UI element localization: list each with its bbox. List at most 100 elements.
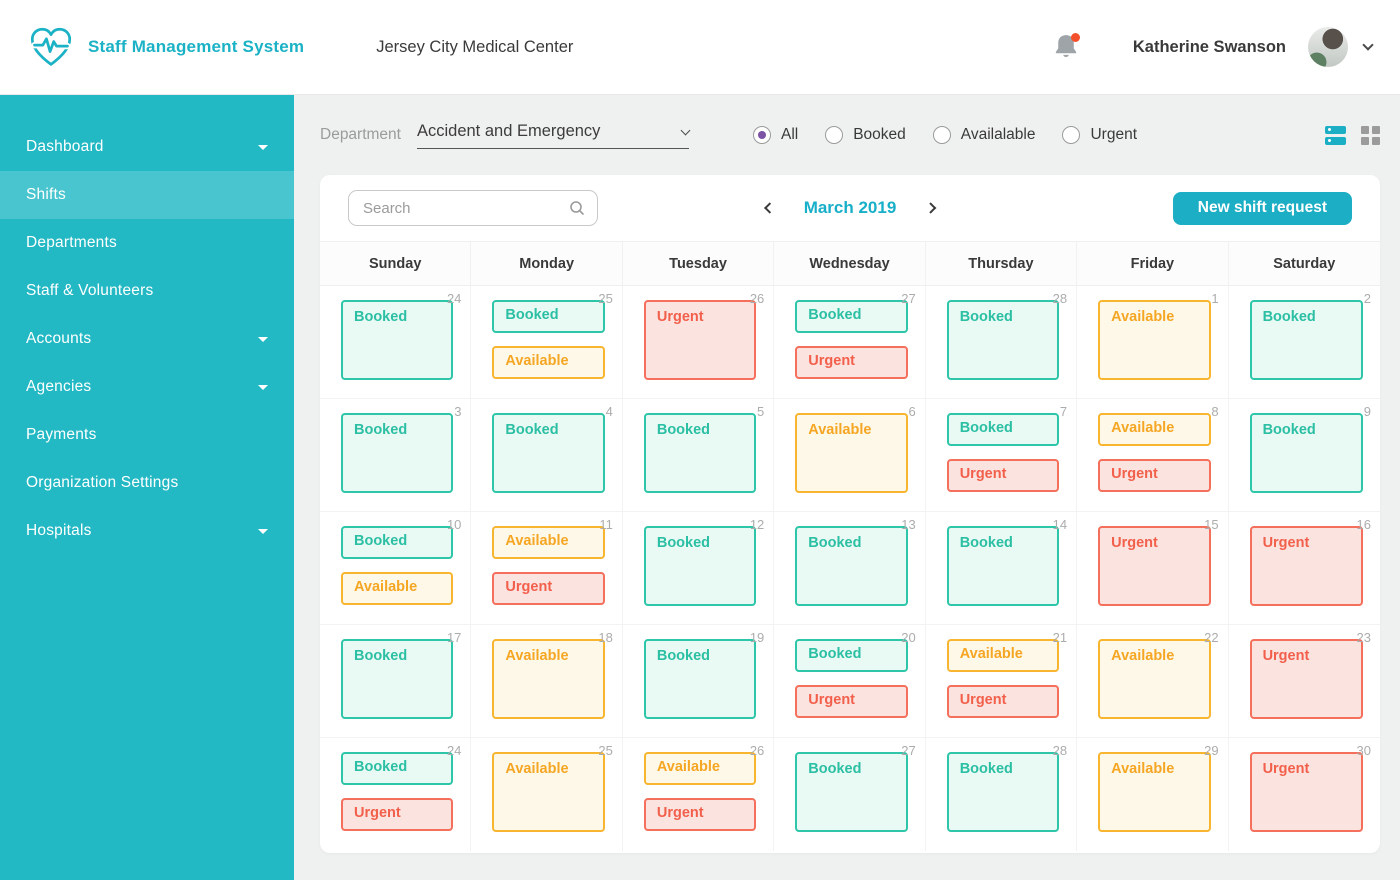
shift-badge-booked[interactable]: Booked — [946, 752, 1060, 832]
shift-badge-urgent[interactable]: Urgent — [492, 572, 605, 605]
day-cell[interactable]: 30 Urgent — [1229, 738, 1380, 851]
shift-badge-booked[interactable]: Booked — [946, 300, 1060, 380]
shift-badge-booked[interactable]: Booked — [341, 752, 454, 785]
shift-badge-booked[interactable]: Booked — [492, 413, 605, 493]
day-cell[interactable]: 18 Available — [471, 625, 623, 737]
department-select[interactable]: Accident and Emergency — [416, 122, 691, 149]
sidebar-item-hospitals[interactable]: Hospitals — [0, 507, 294, 555]
radio-selected-icon[interactable] — [752, 126, 771, 144]
day-cell[interactable]: 26 Urgent — [623, 286, 775, 398]
day-cell[interactable]: 27 Booked — [774, 738, 926, 851]
shift-badge-available[interactable]: Available — [1098, 300, 1211, 380]
radio-booked[interactable]: Booked — [825, 126, 906, 144]
shift-badge-available[interactable]: Available — [492, 346, 605, 379]
shift-badge-available[interactable]: Available — [946, 639, 1060, 672]
day-cell[interactable]: 19 Booked — [623, 625, 775, 737]
shift-badge-booked[interactable]: Booked — [795, 526, 908, 606]
shift-badge-available[interactable]: Available — [1098, 639, 1211, 719]
shift-badge-urgent[interactable]: Urgent — [643, 798, 757, 831]
shift-badge-booked[interactable]: Booked — [946, 413, 1060, 446]
shift-badge-urgent[interactable]: Urgent — [946, 459, 1060, 492]
day-cell[interactable]: 24 Booked — [320, 286, 472, 398]
day-cell[interactable]: 22 Available — [1077, 625, 1229, 737]
day-cell[interactable]: 26 Available Urgent — [623, 738, 775, 851]
day-cell[interactable]: 4 Booked — [471, 399, 623, 511]
day-cell[interactable]: 3 Booked — [320, 399, 472, 511]
radio-unselected-icon[interactable] — [932, 126, 951, 144]
new-shift-request-button[interactable]: New shift request — [1172, 191, 1352, 225]
radio-availalable[interactable]: Availalable — [932, 126, 1035, 144]
shift-badge-available[interactable]: Available — [492, 639, 605, 719]
day-cell[interactable]: 15 Urgent — [1077, 512, 1229, 624]
shift-badge-booked[interactable]: Booked — [795, 639, 908, 672]
shift-badge-booked[interactable]: Booked — [492, 300, 605, 333]
day-cell[interactable]: 24 Booked Urgent — [320, 738, 472, 851]
day-cell[interactable]: 28 Booked — [926, 286, 1078, 398]
shift-badge-urgent[interactable]: Urgent — [795, 346, 908, 379]
sidebar-item-dashboard[interactable]: Dashboard — [0, 123, 294, 171]
sidebar-item-accounts[interactable]: Accounts — [0, 315, 294, 363]
shift-badge-urgent[interactable]: Urgent — [341, 798, 454, 831]
day-cell[interactable]: 13 Booked — [774, 512, 926, 624]
day-cell[interactable]: 21 Available Urgent — [926, 625, 1078, 737]
day-cell[interactable]: 25 Available — [471, 738, 623, 851]
shift-badge-booked[interactable]: Booked — [1249, 300, 1363, 380]
day-cell[interactable]: 2 Booked — [1229, 286, 1380, 398]
shift-badge-booked[interactable]: Booked — [795, 752, 908, 832]
day-cell[interactable]: 16 Urgent — [1229, 512, 1380, 624]
sidebar-item-departments[interactable]: Departments — [0, 219, 294, 267]
shift-badge-booked[interactable]: Booked — [341, 526, 454, 559]
sidebar-item-agencies[interactable]: Agencies — [0, 363, 294, 411]
day-cell[interactable]: 28 Booked — [926, 738, 1078, 851]
day-cell[interactable]: 29 Available — [1077, 738, 1229, 851]
shift-badge-booked[interactable]: Booked — [643, 413, 757, 493]
radio-unselected-icon[interactable] — [825, 126, 844, 144]
radio-unselected-icon[interactable] — [1062, 126, 1081, 144]
grid-view-icon[interactable] — [1361, 125, 1380, 145]
shift-badge-available[interactable]: Available — [1098, 752, 1211, 832]
shift-badge-available[interactable]: Available — [1098, 413, 1211, 446]
day-cell[interactable]: 10 Booked Available — [320, 512, 472, 624]
day-cell[interactable]: 27 Booked Urgent — [774, 286, 926, 398]
day-cell[interactable]: 1 Available — [1077, 286, 1229, 398]
shift-badge-available[interactable]: Available — [492, 752, 605, 832]
shift-badge-urgent[interactable]: Urgent — [1249, 639, 1363, 719]
shift-badge-available[interactable]: Available — [341, 572, 454, 605]
day-cell[interactable]: 9 Booked — [1229, 399, 1380, 511]
day-cell[interactable]: 7 Booked Urgent — [926, 399, 1078, 511]
shift-badge-booked[interactable]: Booked — [946, 526, 1060, 606]
shift-badge-urgent[interactable]: Urgent — [795, 685, 908, 718]
shift-badge-booked[interactable]: Booked — [643, 526, 757, 606]
chevron-down-icon[interactable] — [1362, 39, 1374, 51]
day-cell[interactable]: 14 Booked — [926, 512, 1078, 624]
shift-badge-booked[interactable]: Booked — [1249, 413, 1363, 493]
sidebar-item-organization-settings[interactable]: Organization Settings — [0, 459, 294, 507]
shift-badge-booked[interactable]: Booked — [341, 639, 454, 719]
sidebar-item-staff-volunteers[interactable]: Staff & Volunteers — [0, 267, 294, 315]
day-cell[interactable]: 11 Available Urgent — [471, 512, 623, 624]
shift-badge-available[interactable]: Available — [795, 413, 908, 493]
day-cell[interactable]: 12 Booked — [623, 512, 775, 624]
avatar[interactable] — [1308, 27, 1348, 67]
shift-badge-booked[interactable]: Booked — [341, 300, 454, 380]
radio-all[interactable]: All — [752, 126, 798, 144]
sidebar-item-payments[interactable]: Payments — [0, 411, 294, 459]
shift-badge-urgent[interactable]: Urgent — [1098, 459, 1211, 492]
day-cell[interactable]: 25 Booked Available — [471, 286, 623, 398]
day-cell[interactable]: 23 Urgent — [1229, 625, 1380, 737]
notifications-bell-icon[interactable] — [1053, 33, 1081, 61]
shift-badge-urgent[interactable]: Urgent — [1098, 526, 1211, 606]
shift-badge-booked[interactable]: Booked — [795, 300, 908, 333]
shift-badge-urgent[interactable]: Urgent — [643, 300, 757, 380]
day-cell[interactable]: 5 Booked — [623, 399, 775, 511]
sidebar-item-shifts[interactable]: Shifts — [0, 171, 294, 219]
shift-badge-booked[interactable]: Booked — [643, 639, 757, 719]
day-cell[interactable]: 8 Available Urgent — [1077, 399, 1229, 511]
radio-urgent[interactable]: Urgent — [1062, 126, 1137, 144]
shift-badge-booked[interactable]: Booked — [341, 413, 454, 493]
shift-badge-urgent[interactable]: Urgent — [946, 685, 1060, 718]
shift-badge-available[interactable]: Available — [492, 526, 605, 559]
day-cell[interactable]: 17 Booked — [320, 625, 472, 737]
list-view-icon[interactable] — [1325, 125, 1346, 145]
day-cell[interactable]: 20 Booked Urgent — [774, 625, 926, 737]
